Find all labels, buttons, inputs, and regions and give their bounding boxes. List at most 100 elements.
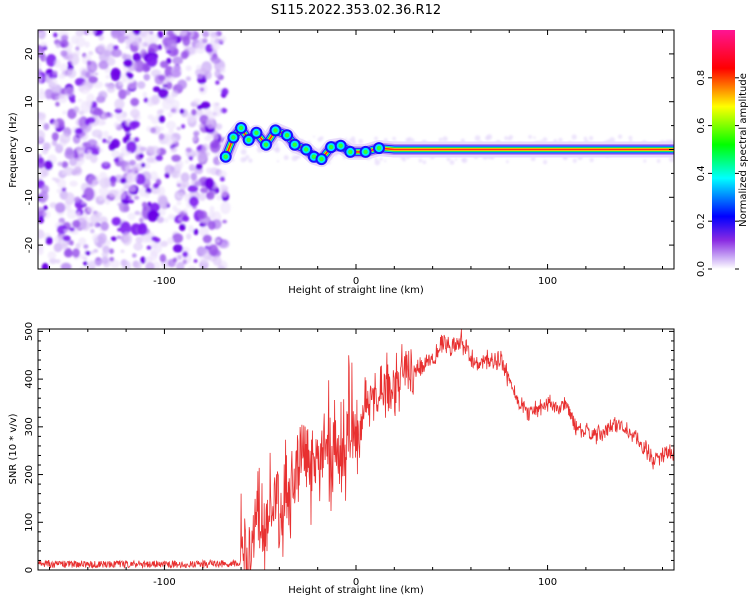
noise-blob bbox=[221, 88, 229, 96]
noise-blob bbox=[66, 68, 77, 79]
noise-blob bbox=[157, 126, 165, 132]
noise-blob bbox=[111, 217, 122, 226]
noise-blob bbox=[142, 91, 148, 98]
speckle bbox=[442, 136, 448, 142]
noise-blob bbox=[107, 135, 113, 140]
speckle bbox=[486, 134, 493, 140]
speckle bbox=[349, 138, 352, 142]
noise-blob bbox=[62, 110, 67, 115]
noise-blob bbox=[219, 183, 226, 190]
noise-blob bbox=[182, 36, 191, 47]
noise-blob bbox=[165, 134, 175, 147]
noise-blob bbox=[184, 147, 195, 157]
noise-blob bbox=[117, 202, 122, 207]
noise-blob bbox=[60, 262, 72, 269]
noise-blob bbox=[126, 141, 137, 154]
noise-blob bbox=[165, 201, 170, 206]
noise-blob bbox=[132, 80, 138, 86]
noise-blob bbox=[200, 101, 211, 109]
speckle bbox=[462, 157, 468, 163]
track-blob-core bbox=[273, 128, 278, 133]
noise-blob bbox=[49, 77, 58, 88]
colorbar-gradient bbox=[712, 30, 735, 269]
noise-blob bbox=[156, 216, 165, 223]
noise-blob bbox=[181, 124, 186, 129]
noise-blob bbox=[42, 142, 51, 151]
noise-blob bbox=[63, 229, 69, 233]
noise-blob bbox=[164, 217, 169, 223]
noise-blob bbox=[219, 35, 227, 43]
noise-blob bbox=[38, 129, 46, 142]
noise-blob bbox=[171, 90, 179, 98]
track-blob-core bbox=[246, 137, 251, 143]
noise-blob bbox=[38, 191, 49, 203]
noise-blob bbox=[128, 121, 137, 130]
speckle bbox=[418, 158, 423, 163]
noise-blob bbox=[135, 261, 142, 269]
noise-blob bbox=[152, 86, 161, 93]
noise-blob bbox=[101, 194, 108, 200]
noise-blob bbox=[94, 222, 100, 228]
snr-ytick-label: 100 bbox=[24, 513, 35, 532]
noise-blob bbox=[176, 179, 183, 187]
noise-blob bbox=[194, 180, 202, 187]
noise-blob bbox=[111, 48, 122, 58]
noise-blob bbox=[158, 74, 166, 81]
speckle bbox=[618, 134, 623, 139]
track-blob-core bbox=[254, 130, 259, 135]
noise-blob bbox=[206, 167, 214, 173]
noise-blob bbox=[207, 220, 216, 230]
noise-blob bbox=[124, 184, 130, 189]
noise-blob bbox=[69, 227, 75, 232]
noise-blob bbox=[78, 237, 87, 246]
noise-blob bbox=[59, 63, 68, 72]
noise-blob bbox=[38, 243, 44, 251]
colorbar-tick-label: 0.2 bbox=[696, 213, 707, 229]
noise-blob bbox=[186, 233, 192, 240]
noise-blob bbox=[158, 133, 165, 141]
noise-blob bbox=[112, 45, 119, 50]
speckle bbox=[407, 137, 413, 142]
noise-blob bbox=[216, 194, 223, 201]
speckle bbox=[351, 139, 357, 145]
noise-blob bbox=[176, 126, 182, 131]
noise-blob bbox=[63, 249, 73, 258]
noise-blob bbox=[222, 219, 228, 224]
noise-blob bbox=[217, 265, 226, 269]
speckle bbox=[313, 135, 315, 138]
noise-blob bbox=[119, 153, 125, 158]
noise-blob bbox=[124, 126, 131, 133]
noise-blob bbox=[61, 161, 69, 169]
spectrogram-ylabel: Frequency (Hz) bbox=[8, 112, 19, 188]
noise-blob bbox=[177, 79, 188, 90]
colorbar-ticks: 0.0 0.2 0.4 0.6 0.8 bbox=[696, 70, 739, 277]
noise-blob bbox=[185, 65, 192, 72]
noise-blob bbox=[54, 95, 60, 101]
colorbar-tick-label: 0.4 bbox=[696, 165, 707, 181]
track-blob-core bbox=[263, 142, 269, 147]
noise-blob bbox=[69, 53, 80, 66]
noise-blob bbox=[74, 196, 81, 203]
noise-blob bbox=[220, 188, 229, 198]
noise-blob bbox=[86, 149, 92, 155]
noise-blob bbox=[143, 97, 149, 103]
speckle bbox=[248, 158, 253, 163]
track-blob-core bbox=[328, 144, 334, 150]
track-blob-core bbox=[376, 145, 382, 151]
noise-blob bbox=[108, 189, 119, 198]
track-blob-core bbox=[223, 154, 228, 159]
noise-blob bbox=[38, 91, 47, 100]
spectrogram-ytick-label: -10 bbox=[24, 189, 35, 205]
track-blob-core bbox=[284, 133, 290, 138]
noise-blob bbox=[172, 233, 184, 244]
speckle bbox=[643, 159, 647, 163]
speckle bbox=[274, 147, 281, 153]
noise-blob bbox=[55, 42, 61, 49]
noise-blob bbox=[62, 235, 71, 242]
noise-blob bbox=[146, 54, 158, 67]
snr-xtick-label: 100 bbox=[538, 577, 557, 588]
noise-blob bbox=[95, 143, 101, 149]
snr-ytick-label: 400 bbox=[24, 370, 35, 389]
noise-blob bbox=[44, 160, 53, 171]
noise-blob bbox=[190, 172, 197, 181]
